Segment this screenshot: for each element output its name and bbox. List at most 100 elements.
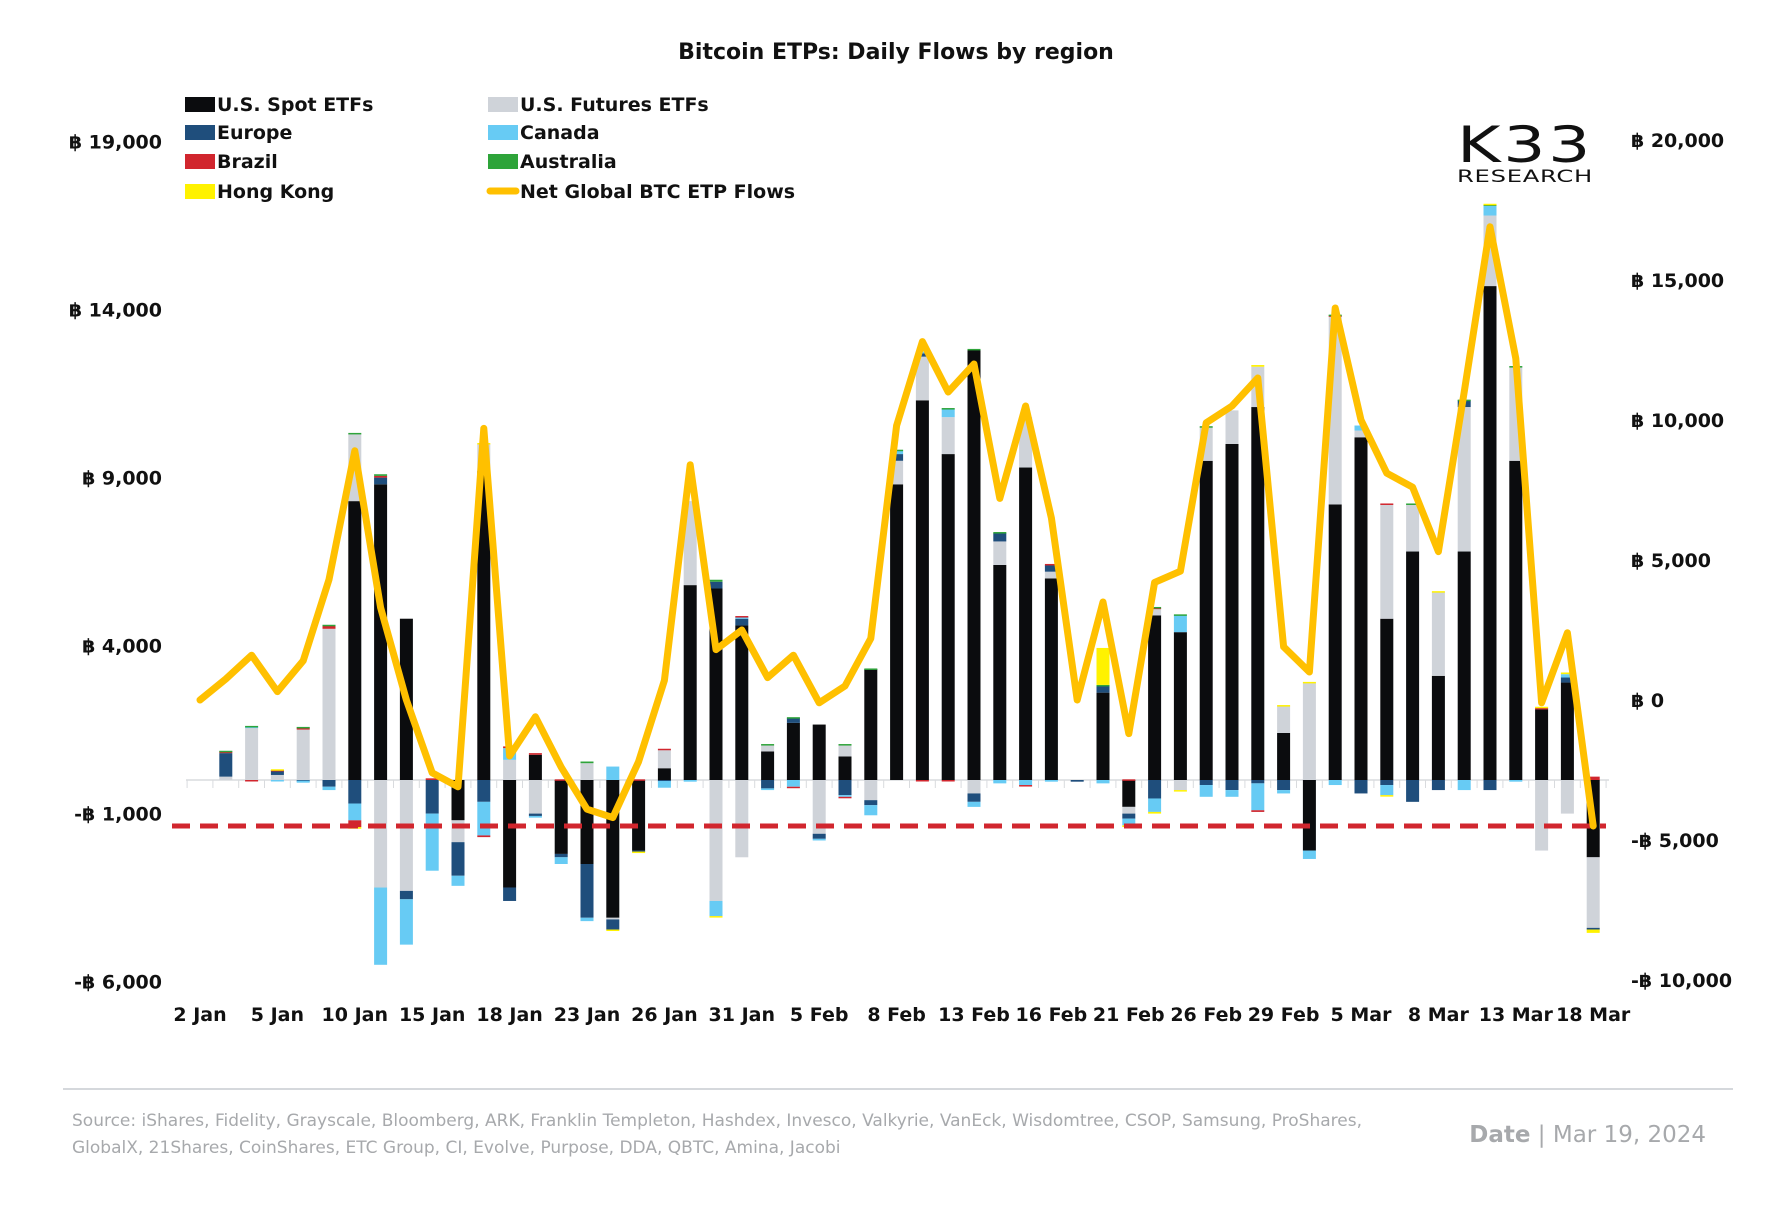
bar-segment <box>1431 591 1445 676</box>
bar-segment <box>993 541 1007 565</box>
net-flow-point <box>612 817 614 819</box>
date-stamp: Date | Mar 19, 2024 <box>1469 1122 1706 1148</box>
bar-segment <box>219 751 233 754</box>
net-flow-point <box>1412 486 1414 488</box>
net-flow-line <box>196 223 1597 830</box>
net-flow-point <box>302 660 304 662</box>
right-tick-label: ฿ 20,000 <box>1631 130 1724 152</box>
legend-swatch <box>185 125 215 140</box>
net-flow-point <box>1489 226 1491 228</box>
bar-segment <box>709 900 723 917</box>
bar-segment <box>1199 780 1213 786</box>
bar-stack <box>1225 410 1239 797</box>
net-flow-point <box>1154 581 1156 583</box>
bar-stack <box>554 779 568 864</box>
bar-stack <box>219 750 233 780</box>
bar-segment <box>477 780 491 802</box>
bar-stack <box>915 351 929 782</box>
bar-segment <box>1509 780 1523 782</box>
right-tick-label: ฿ 0 <box>1631 690 1664 712</box>
bar-segment <box>1173 780 1187 791</box>
x-tick-label: 5 Feb <box>790 1004 849 1026</box>
net-flow-point <box>999 497 1001 499</box>
bar-segment <box>967 780 981 794</box>
net-flow-point <box>457 786 459 788</box>
x-axis: 2 Jan 5 Jan 10 Jan 15 Jan 18 Jan 23 Jan 26 Jan… <box>173 1004 1631 1026</box>
bar-segment <box>245 725 259 728</box>
bar-segment <box>1173 632 1187 780</box>
bar-segment <box>477 801 491 836</box>
bar-segment <box>1199 785 1213 797</box>
bar-segment <box>1148 608 1162 616</box>
bar-segment <box>683 501 697 586</box>
bar-segment <box>1406 503 1420 505</box>
bar-segment <box>709 780 723 901</box>
bar-segment <box>786 780 800 787</box>
bar-segment <box>296 726 310 729</box>
bar-segment <box>838 744 852 746</box>
bar-segment <box>1509 460 1523 780</box>
legend-item: U.S. Futures ETFs <box>488 94 709 116</box>
bar-segment <box>1251 783 1265 811</box>
x-tick-label: 26 Jan <box>631 1004 697 1026</box>
bar-segment <box>1586 929 1600 933</box>
left-tick-label: ฿ 9,000 <box>82 468 162 490</box>
bar-segment <box>477 835 491 838</box>
net-flow-point <box>1102 601 1104 603</box>
x-tick-label: 23 Jan <box>554 1004 620 1026</box>
net-flow-point <box>792 654 794 656</box>
bar-segment <box>812 724 826 780</box>
bar-segment <box>993 780 1007 784</box>
bar-segment <box>1483 205 1497 216</box>
bar-segment <box>1173 790 1187 792</box>
bar-segment <box>735 780 749 858</box>
legend-swatch <box>488 125 518 140</box>
x-tick-label: 21 Feb <box>1093 1004 1165 1026</box>
bar-segment <box>967 801 981 807</box>
bar-segment <box>838 795 852 797</box>
bar-stack <box>786 717 800 789</box>
bar-segment <box>657 748 671 751</box>
legend-item: Europe <box>185 122 292 144</box>
bar-segment <box>451 875 465 886</box>
bar-segment <box>812 833 826 839</box>
legend-item: Net Global BTC ETP Flows <box>486 181 795 203</box>
bar-stack <box>1122 779 1136 828</box>
net-flow-point <box>509 755 511 757</box>
bar-stack <box>528 753 542 818</box>
legend-item: Australia <box>488 151 617 173</box>
footer-divider <box>63 1088 1733 1090</box>
legend-label: U.S. Futures ETFs <box>520 94 709 116</box>
bar-segment <box>451 780 465 821</box>
bar-segment <box>761 780 775 789</box>
bar-segment <box>348 803 362 821</box>
bar-segment <box>1173 615 1187 633</box>
bar-segment <box>1586 927 1600 930</box>
net-flow-point <box>251 654 253 656</box>
bar-segment <box>580 864 594 918</box>
x-tick-label: 26 Feb <box>1170 1004 1242 1026</box>
bar-segment <box>1457 407 1471 552</box>
bar-segment <box>1380 795 1394 797</box>
bar-segment <box>1560 672 1574 675</box>
legend-swatch <box>185 184 215 199</box>
bar-stack <box>322 624 336 791</box>
bar-segment <box>838 756 852 780</box>
bar-segment <box>1044 780 1058 782</box>
bar-segment <box>1173 614 1187 616</box>
net-flow-point <box>1025 405 1027 407</box>
date-separator: | <box>1537 1122 1546 1148</box>
net-flow-point <box>1437 551 1439 553</box>
bar-stack <box>1457 399 1471 791</box>
bar-segment <box>1122 806 1136 814</box>
bar-segment <box>864 805 878 816</box>
bar-segment <box>322 780 336 787</box>
bar-segment <box>348 432 362 435</box>
legend-item: U.S. Spot ETFs <box>185 94 373 116</box>
right-tick-label: ฿ 15,000 <box>1631 270 1724 292</box>
bar-segment <box>1457 780 1471 791</box>
bar-segment <box>1225 790 1239 797</box>
bar-stack <box>838 744 852 799</box>
bar-stack <box>1302 681 1316 859</box>
